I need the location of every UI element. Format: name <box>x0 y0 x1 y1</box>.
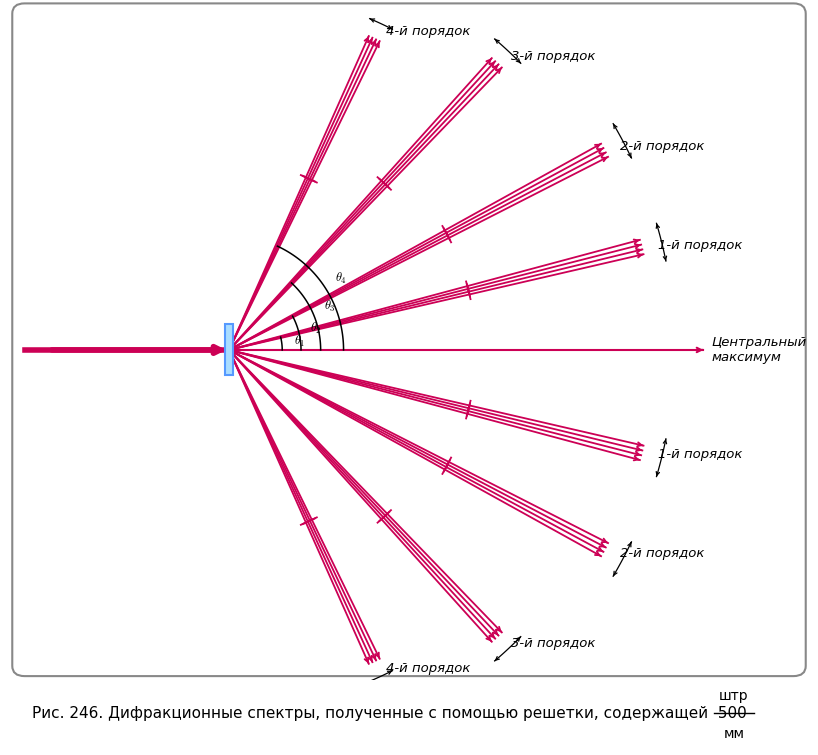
Text: $\theta_1$: $\theta_1$ <box>294 334 305 349</box>
Text: 1-й порядок: 1-й порядок <box>658 448 742 461</box>
Text: Центральный
максимум: Центральный максимум <box>712 336 807 364</box>
Text: $\theta_3$: $\theta_3$ <box>324 299 335 314</box>
Text: 2-й порядок: 2-й порядок <box>620 140 704 153</box>
Text: мм: мм <box>723 727 744 741</box>
Text: $\theta_4$: $\theta_4$ <box>335 271 347 286</box>
Text: $\theta_2$: $\theta_2$ <box>311 321 322 336</box>
Text: Рис. 246. Дифракционные спектры, полученные с помощью решетки, содержащей  500: Рис. 246. Дифракционные спектры, получен… <box>33 706 752 721</box>
Text: 1-й порядок: 1-й порядок <box>658 239 742 251</box>
Text: 3-й порядок: 3-й порядок <box>510 636 595 649</box>
FancyBboxPatch shape <box>12 4 806 676</box>
Text: 3-й порядок: 3-й порядок <box>510 51 595 63</box>
Text: штр: штр <box>719 689 748 703</box>
Text: 4-й порядок: 4-й порядок <box>386 25 470 38</box>
Text: 4-й порядок: 4-й порядок <box>386 662 470 675</box>
Bar <box>225 325 233 375</box>
Text: 2-й порядок: 2-й порядок <box>620 547 704 560</box>
